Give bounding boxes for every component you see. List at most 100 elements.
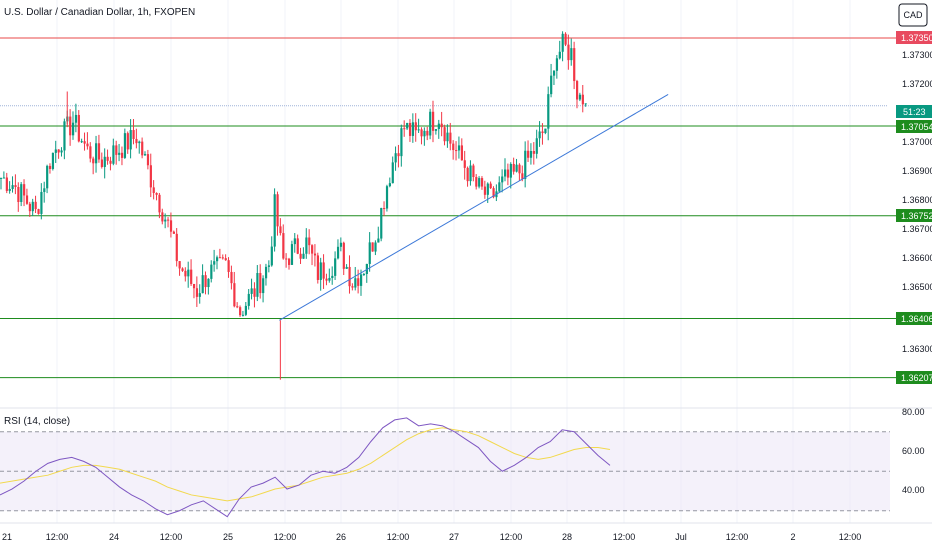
trendline[interactable] bbox=[279, 94, 669, 321]
candle-body bbox=[515, 164, 518, 172]
candle-body bbox=[541, 131, 544, 134]
candle-body bbox=[253, 288, 256, 297]
rsi-tick: 60.00 bbox=[902, 446, 925, 456]
candle-body bbox=[316, 255, 319, 280]
candle-body bbox=[97, 143, 101, 160]
candle-body bbox=[357, 278, 360, 286]
candle-body bbox=[126, 133, 129, 150]
candle-body bbox=[581, 94, 584, 105]
candle-body bbox=[158, 194, 161, 213]
candle-body bbox=[276, 194, 279, 227]
badge-countdown: 51:23 bbox=[896, 105, 932, 118]
candle-body bbox=[380, 208, 383, 239]
candle-body bbox=[210, 264, 213, 279]
time-label: 12:00 bbox=[46, 532, 69, 542]
candle-body bbox=[362, 274, 366, 276]
candle-body bbox=[138, 141, 141, 144]
price-tick: 1.37200 bbox=[902, 79, 932, 89]
candle-body bbox=[267, 265, 271, 267]
candle-body bbox=[351, 286, 354, 288]
candle-body bbox=[394, 153, 397, 163]
candle-body bbox=[95, 143, 98, 164]
candle-body bbox=[383, 208, 386, 210]
candle-body bbox=[198, 293, 201, 297]
price-tick: 1.36600 bbox=[902, 253, 932, 263]
price-tick: 1.37300 bbox=[902, 50, 932, 60]
candle-body bbox=[161, 212, 164, 222]
candle-body bbox=[141, 141, 144, 156]
candle-body bbox=[178, 261, 181, 269]
candle-body bbox=[463, 160, 466, 168]
time-label: 12:00 bbox=[613, 532, 636, 542]
candle-body bbox=[264, 266, 268, 279]
badge-resistance: 1.37350 bbox=[896, 31, 932, 44]
candle-body bbox=[408, 122, 412, 136]
candle-body bbox=[74, 114, 78, 123]
candle-body bbox=[184, 270, 187, 277]
candle-body bbox=[115, 145, 118, 155]
candles bbox=[0, 31, 587, 380]
candle-body bbox=[423, 130, 426, 137]
price-tick: 1.36500 bbox=[902, 282, 932, 292]
candle-body bbox=[550, 75, 553, 95]
candle-body bbox=[535, 138, 538, 154]
rsi-ma-line bbox=[0, 427, 611, 502]
time-axis: 21 12:00 24 12:00 25 12:00 26 12:00 27 1… bbox=[2, 532, 861, 542]
candle-body bbox=[469, 165, 472, 182]
candle-body bbox=[129, 130, 132, 150]
candle-body bbox=[169, 220, 173, 232]
candle-body bbox=[167, 219, 170, 221]
candle-body bbox=[181, 268, 184, 271]
candle-body bbox=[123, 133, 127, 158]
time-label: Jul bbox=[675, 532, 687, 542]
candle-body bbox=[417, 129, 420, 131]
candle-body bbox=[221, 257, 224, 259]
candle-body bbox=[414, 122, 417, 131]
candle-body bbox=[521, 173, 524, 179]
candle-body bbox=[72, 122, 75, 136]
candle-body bbox=[339, 242, 343, 247]
time-label: 27 bbox=[449, 532, 459, 542]
candle-body bbox=[466, 167, 469, 182]
candle-body bbox=[144, 154, 147, 156]
candle-body bbox=[270, 246, 273, 266]
candle-body bbox=[250, 288, 253, 294]
candle-body bbox=[391, 162, 394, 184]
candle-body bbox=[218, 257, 222, 259]
candle-body bbox=[512, 163, 515, 172]
candle-body bbox=[354, 278, 357, 288]
candle-body bbox=[311, 245, 314, 254]
candle-body bbox=[576, 81, 579, 100]
candle-body bbox=[279, 226, 282, 234]
candle-body bbox=[195, 288, 199, 297]
candle-body bbox=[524, 150, 527, 179]
candle-body bbox=[152, 187, 155, 193]
candle-body bbox=[230, 271, 233, 284]
time-label: 28 bbox=[562, 532, 572, 542]
candle-body bbox=[377, 238, 380, 243]
candle-body bbox=[573, 48, 576, 82]
candle-body bbox=[446, 132, 449, 142]
candle-body bbox=[455, 150, 458, 152]
candle-body bbox=[288, 258, 291, 265]
currency-button[interactable]: CAD bbox=[898, 3, 928, 27]
candle-body bbox=[89, 146, 92, 159]
candle-body bbox=[48, 165, 52, 169]
candle-body bbox=[135, 138, 138, 144]
candle-body bbox=[564, 33, 567, 45]
rsi-tick: 80.00 bbox=[902, 407, 925, 417]
candle-body bbox=[60, 150, 63, 153]
candle-body bbox=[489, 183, 492, 189]
candle-body bbox=[348, 266, 351, 287]
candle-body bbox=[164, 219, 167, 222]
candle-body bbox=[8, 188, 11, 191]
candle-body bbox=[103, 156, 106, 167]
candle-body bbox=[282, 233, 285, 259]
candle-body bbox=[40, 191, 43, 214]
candle-body bbox=[63, 121, 66, 151]
candle-body bbox=[328, 277, 331, 281]
candle-body bbox=[244, 305, 247, 315]
candle-body bbox=[403, 128, 406, 130]
time-label: 25 bbox=[223, 532, 233, 542]
candle-body bbox=[397, 153, 400, 157]
